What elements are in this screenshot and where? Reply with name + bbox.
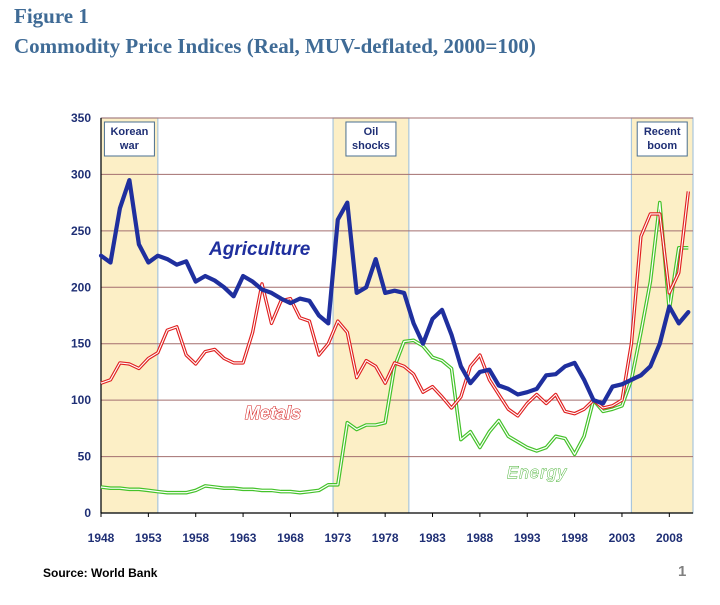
- x-tick-label: 1958: [182, 531, 209, 545]
- x-tick-label: 1953: [135, 531, 162, 545]
- x-tick-label: 1978: [372, 531, 399, 545]
- period-label: Korean: [110, 126, 148, 138]
- period-label: shocks: [352, 140, 390, 152]
- series-label-metals: Metals: [245, 403, 301, 423]
- y-tick-label: 300: [71, 167, 91, 181]
- y-tick-label: 50: [78, 450, 92, 464]
- x-tick-label: 2003: [609, 531, 636, 545]
- period-label: boom: [647, 140, 677, 152]
- period-label-box-2: [636, 121, 688, 157]
- x-tick-label: 1988: [467, 531, 494, 545]
- series-label-agriculture: Agriculture: [208, 239, 311, 260]
- period-label: war: [119, 140, 140, 152]
- x-tick-label: 1983: [419, 531, 446, 545]
- series-label-energy: Energy: [507, 463, 567, 482]
- source-note: Source: World Bank: [43, 566, 158, 580]
- page-number: 1: [678, 563, 687, 580]
- y-tick-label: 0: [84, 506, 91, 520]
- period-label-box-1: [345, 121, 397, 157]
- period-band-0: [100, 117, 159, 514]
- figure-label: Figure 1: [14, 4, 89, 28]
- period-label: Oil: [364, 126, 379, 138]
- x-tick-label: 1963: [230, 531, 257, 545]
- y-tick-label: 100: [71, 393, 91, 407]
- x-tick-label: 1973: [324, 531, 351, 545]
- series-line-metals-inner: [100, 191, 689, 417]
- x-tick-label: 1948: [88, 531, 115, 545]
- series-line-agriculture: [98, 178, 691, 406]
- period-label-box-0: [103, 121, 155, 157]
- y-tick-label: 350: [71, 111, 91, 125]
- x-tick-label: 1968: [277, 531, 304, 545]
- period-band-1: [332, 117, 410, 514]
- x-tick-label: 1998: [561, 531, 588, 545]
- y-tick-label: 250: [71, 224, 91, 238]
- period-label: Recent: [644, 126, 681, 138]
- chart-title: Commodity Price Indices (Real, MUV-defla…: [14, 34, 536, 58]
- x-tick-label: 2008: [656, 531, 683, 545]
- x-tick-label: 1993: [514, 531, 541, 545]
- y-tick-label: 150: [71, 337, 91, 351]
- y-tick-label: 200: [71, 280, 91, 294]
